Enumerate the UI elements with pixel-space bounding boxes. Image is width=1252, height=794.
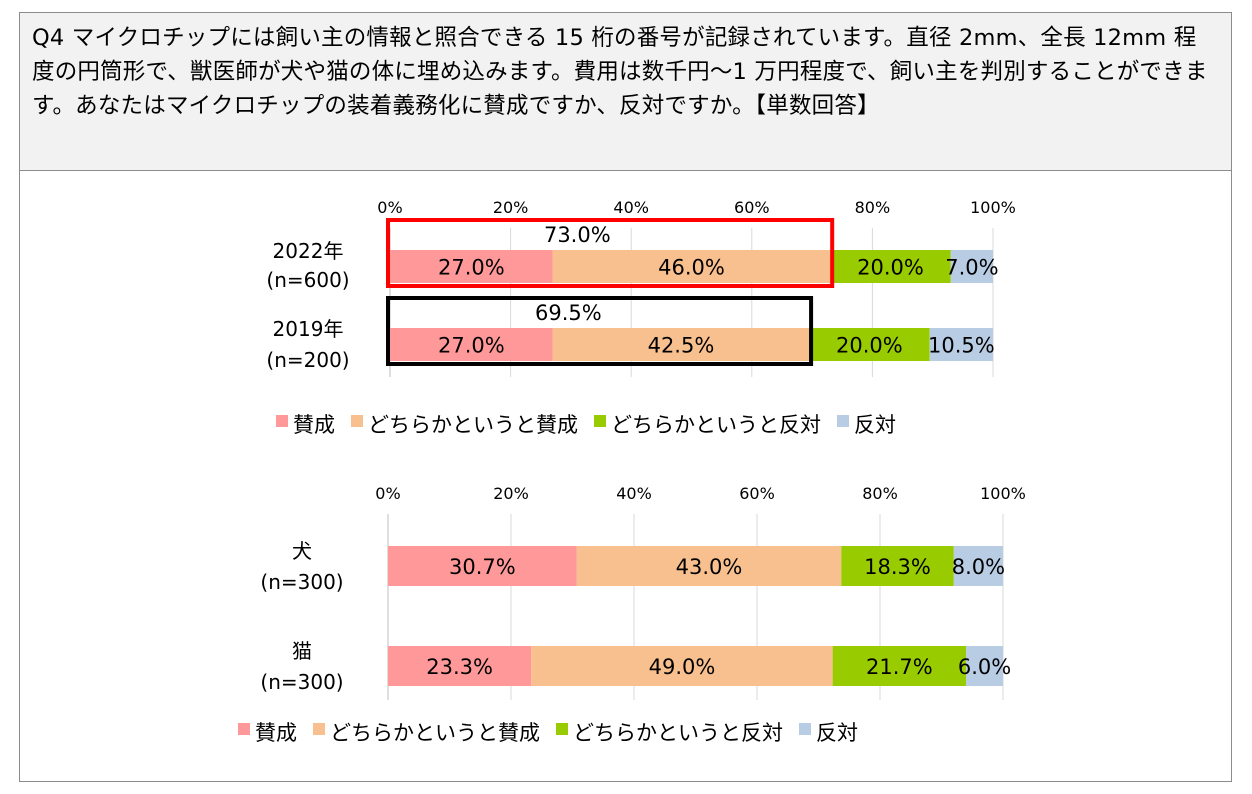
highlight-total-label: 73.0% bbox=[544, 223, 611, 247]
data-label: 23.3% bbox=[426, 655, 493, 679]
bar-segment bbox=[390, 328, 553, 361]
legend-label: どちらかというと賛成 bbox=[330, 721, 540, 745]
bar-segment bbox=[390, 250, 553, 283]
x-tick-label: 0% bbox=[377, 198, 402, 217]
x-tick-label: 40% bbox=[613, 198, 649, 217]
legend-swatch bbox=[837, 415, 849, 427]
bar-segment bbox=[388, 546, 577, 586]
legend-swatch bbox=[556, 723, 568, 735]
category-sample-size: (n=300) bbox=[260, 570, 343, 594]
x-tick-label: 60% bbox=[734, 198, 770, 217]
data-label: 30.7% bbox=[449, 555, 516, 579]
highlight-total-label: 69.5% bbox=[535, 301, 602, 325]
x-tick-label: 60% bbox=[739, 484, 775, 503]
category-label: 2019年 bbox=[273, 317, 344, 341]
bar-segment bbox=[552, 328, 810, 361]
data-label: 21.7% bbox=[866, 655, 933, 679]
x-tick-label: 20% bbox=[493, 484, 529, 503]
question-text: Q4 マイクロチップには飼い主の情報と照合できる 15 桁の番号が記録されていま… bbox=[20, 13, 1231, 171]
data-label: 7.0% bbox=[945, 256, 998, 280]
data-label: 6.0% bbox=[958, 655, 1011, 679]
legend-label: 反対 bbox=[854, 413, 896, 437]
legend-label: どちらかというと反対 bbox=[573, 721, 783, 745]
data-label: 42.5% bbox=[648, 334, 715, 358]
category-label: 猫 bbox=[292, 639, 312, 663]
data-label: 27.0% bbox=[438, 256, 505, 280]
data-label: 18.3% bbox=[864, 555, 931, 579]
bar-segment bbox=[966, 646, 1003, 686]
legend-swatch bbox=[799, 723, 811, 735]
legend-label: 反対 bbox=[816, 721, 858, 745]
x-tick-label: 40% bbox=[616, 484, 652, 503]
bar-segment bbox=[552, 250, 831, 283]
category-sample-size: (n=300) bbox=[260, 670, 343, 694]
x-tick-label: 100% bbox=[970, 198, 1016, 217]
bar-segment bbox=[531, 646, 833, 686]
data-label: 20.0% bbox=[836, 334, 903, 358]
highlight-box bbox=[386, 218, 835, 288]
bar-segment bbox=[841, 546, 954, 586]
data-label: 20.0% bbox=[857, 256, 924, 280]
bar-segment bbox=[950, 250, 993, 283]
category-sample-size: (n=600) bbox=[266, 268, 349, 292]
bar-segment bbox=[929, 328, 993, 361]
data-label: 46.0% bbox=[658, 256, 725, 280]
x-tick-label: 80% bbox=[855, 198, 891, 217]
bar-segment bbox=[830, 250, 951, 283]
legend-swatch bbox=[594, 415, 606, 427]
chart-frame: Q4 マイクロチップには飼い主の情報と照合できる 15 桁の番号が記録されていま… bbox=[19, 12, 1232, 782]
legend-swatch bbox=[276, 415, 288, 427]
x-tick-label: 0% bbox=[375, 484, 400, 503]
legend-swatch bbox=[351, 415, 363, 427]
data-label: 49.0% bbox=[649, 655, 716, 679]
data-label: 43.0% bbox=[676, 555, 743, 579]
legend-label: 賛成 bbox=[293, 413, 335, 437]
bar-segment bbox=[576, 546, 842, 586]
x-tick-label: 80% bbox=[862, 484, 898, 503]
category-label: 犬 bbox=[292, 539, 312, 563]
highlight-box bbox=[386, 296, 814, 366]
legend-swatch bbox=[238, 723, 250, 735]
data-label: 8.0% bbox=[952, 555, 1005, 579]
data-label: 10.5% bbox=[928, 334, 995, 358]
x-tick-label: 20% bbox=[493, 198, 529, 217]
bar-segment bbox=[953, 546, 1003, 586]
legend-label: 賛成 bbox=[255, 721, 297, 745]
legend-swatch bbox=[313, 723, 325, 735]
bar-segment bbox=[388, 646, 532, 686]
data-label: 27.0% bbox=[438, 334, 505, 358]
legend-label: どちらかというと賛成 bbox=[368, 413, 578, 437]
bar-segment bbox=[809, 328, 930, 361]
x-tick-label: 100% bbox=[980, 484, 1026, 503]
category-sample-size: (n=200) bbox=[266, 348, 349, 372]
legend-label: どちらかというと反対 bbox=[611, 413, 821, 437]
bar-segment bbox=[832, 646, 967, 686]
category-label: 2022年 bbox=[273, 239, 344, 263]
